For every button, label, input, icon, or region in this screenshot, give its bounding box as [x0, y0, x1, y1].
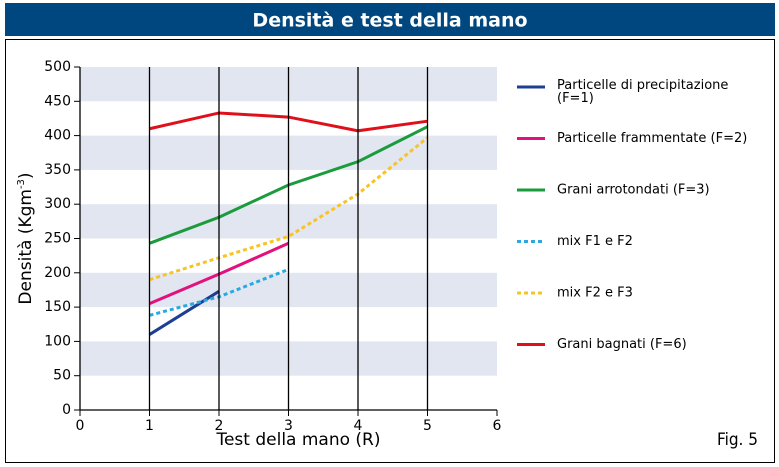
legend-label: mix F1 e F2	[557, 234, 633, 249]
y-axis-label-part: Densità (Kgm	[16, 189, 36, 305]
y-axis-label-part: -3	[16, 179, 27, 189]
y-axis-label: Densità (Kgm-3)	[16, 172, 37, 304]
figure-label: Fig. 5	[717, 430, 758, 450]
x-tick-label: 0	[76, 418, 85, 434]
x-tick-label: 1	[145, 418, 154, 434]
frame	[5, 39, 775, 463]
legend-label: Particelle frammentate (F=2)	[557, 131, 747, 146]
x-tick-label: 4	[354, 418, 363, 434]
legend-label-line: Particelle di precipitazione	[557, 78, 728, 93]
x-tick-label: 3	[284, 418, 293, 434]
y-tick-label: 500	[44, 59, 71, 75]
y-tick-label: 450	[44, 93, 71, 109]
x-tick-label: 6	[493, 418, 502, 434]
line-series	[148, 290, 220, 336]
y-tick-label: 0	[62, 402, 71, 418]
x-tick-label: 5	[423, 418, 432, 434]
legend-label-line: (F=1)	[557, 91, 594, 106]
y-tick-label: 250	[44, 231, 71, 247]
y-tick-label: 150	[44, 299, 71, 315]
x-tick-label: 2	[215, 418, 224, 434]
y-axis-label-part: )	[16, 172, 36, 179]
legend-label: mix F2 e F3	[557, 286, 633, 301]
legend-label: Grani arrotondati (F=3)	[557, 183, 710, 198]
x-axis-label: Test della mano (R)	[215, 430, 380, 450]
legend-label: Grani bagnati (F=6)	[557, 337, 687, 352]
y-tick-label: 400	[44, 128, 71, 144]
y-tick-label: 350	[44, 162, 71, 178]
y-tick-label: 300	[44, 196, 71, 212]
y-tick-label: 50	[53, 368, 71, 384]
chart-title: Densità e test della mano	[252, 10, 527, 32]
legend-label: Particelle di precipitazione (F=1)	[557, 78, 728, 106]
y-tick-label: 100	[44, 333, 71, 349]
title-bar	[5, 3, 775, 36]
y-tick-label: 200	[44, 265, 71, 281]
